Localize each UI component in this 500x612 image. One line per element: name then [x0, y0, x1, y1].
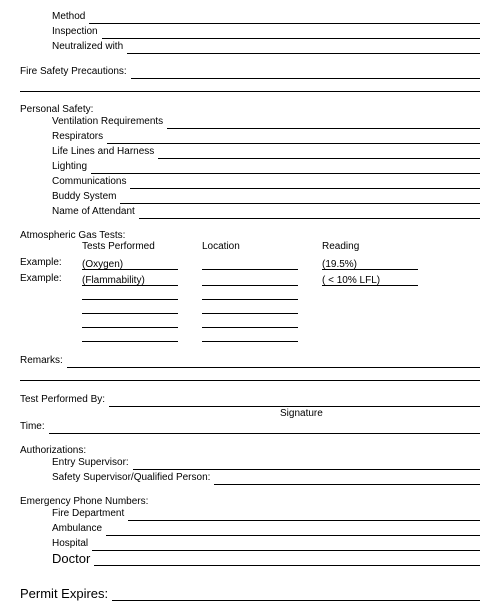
hospital-row: Hospital [20, 537, 480, 551]
fire-dept-line[interactable] [128, 509, 480, 521]
personal-safety-header: Personal Safety: [20, 104, 480, 115]
doctor-line[interactable] [94, 554, 480, 566]
attendant-label: Name of Attendant [52, 205, 139, 219]
entry-supervisor-label: Entry Supervisor: [52, 456, 133, 470]
respirators-line[interactable] [107, 132, 480, 144]
ex1-reading: (19.5%) [322, 258, 418, 270]
blank4-test[interactable] [82, 330, 178, 342]
attendant-row: Name of Attendant [20, 205, 480, 219]
test-performed-line[interactable] [109, 395, 480, 407]
example-label-1: Example: [20, 256, 82, 270]
blank1-loc[interactable] [202, 288, 298, 300]
gas-blank-row-1 [20, 288, 480, 300]
ventilation-label: Ventilation Requirements [52, 115, 167, 129]
fire-safety-line2[interactable] [20, 80, 480, 92]
buddy-label: Buddy System [52, 190, 120, 204]
blank2-test[interactable] [82, 302, 178, 314]
ventilation-row: Ventilation Requirements [20, 115, 480, 129]
test-performed-row: Test Performed By: [20, 393, 480, 407]
method-line[interactable] [89, 12, 480, 24]
communications-line[interactable] [130, 177, 480, 189]
ex2-reading: ( < 10% LFL) [322, 274, 418, 286]
gas-tests-header: Atmospheric Gas Tests: [20, 230, 480, 241]
fire-safety-line1[interactable] [131, 67, 480, 79]
neutralized-line[interactable] [127, 42, 480, 54]
communications-row: Communications [20, 175, 480, 189]
lighting-row: Lighting [20, 160, 480, 174]
ex1-test: (Oxygen) [82, 258, 178, 270]
fire-dept-label: Fire Department [52, 507, 128, 521]
blank1-test[interactable] [82, 288, 178, 300]
respirators-label: Respirators [52, 130, 107, 144]
doctor-row: Doctor [20, 552, 480, 566]
doctor-label: Doctor [52, 552, 94, 566]
blank3-loc[interactable] [202, 316, 298, 328]
col-location: Location [202, 241, 322, 252]
neutralized-label: Neutralized with [52, 40, 127, 54]
remarks-line2[interactable] [20, 369, 480, 381]
communications-label: Communications [52, 175, 130, 189]
fire-safety-label: Fire Safety Precautions: [20, 65, 131, 79]
col-tests-performed: Tests Performed [82, 241, 202, 252]
method-label: Method [52, 10, 89, 24]
permit-expires-label: Permit Expires: [20, 587, 112, 601]
method-row: Method [20, 10, 480, 24]
hospital-label: Hospital [52, 537, 92, 551]
hospital-line[interactable] [92, 539, 480, 551]
lifelines-label: Life Lines and Harness [52, 145, 158, 159]
inspection-label: Inspection [52, 25, 102, 39]
example-label-2: Example: [20, 272, 82, 286]
gas-blank-row-3 [20, 316, 480, 328]
buddy-row: Buddy System [20, 190, 480, 204]
respirators-row: Respirators [20, 130, 480, 144]
permit-expires-line[interactable] [112, 589, 480, 601]
time-line[interactable] [49, 422, 480, 434]
inspection-row: Inspection [20, 25, 480, 39]
fire-dept-row: Fire Department [20, 507, 480, 521]
entry-supervisor-line[interactable] [133, 458, 480, 470]
ambulance-label: Ambulance [52, 522, 106, 536]
permit-expires-row: Permit Expires: [20, 587, 480, 601]
gas-tests-columns: Tests Performed Location Reading [20, 241, 480, 252]
col-reading: Reading [322, 241, 480, 252]
lighting-label: Lighting [52, 160, 91, 174]
inspection-line[interactable] [102, 27, 480, 39]
time-label: Time: [20, 420, 49, 434]
auth-header: Authorizations: [20, 445, 480, 456]
lighting-line[interactable] [91, 162, 480, 174]
ex2-loc[interactable] [202, 274, 298, 286]
remarks-line1[interactable] [67, 356, 480, 368]
blank2-loc[interactable] [202, 302, 298, 314]
gas-example-row-2: Example: (Flammability) ( < 10% LFL) [20, 272, 480, 286]
fire-safety-row: Fire Safety Precautions: [20, 65, 480, 79]
attendant-line[interactable] [139, 207, 480, 219]
safety-supervisor-label: Safety Supervisor/Qualified Person: [52, 471, 214, 485]
safety-supervisor-line[interactable] [214, 473, 480, 485]
ambulance-line[interactable] [106, 524, 480, 536]
ventilation-line[interactable] [167, 117, 480, 129]
gas-blank-row-4 [20, 330, 480, 342]
ex2-test: (Flammability) [82, 274, 178, 286]
gas-blank-row-2 [20, 302, 480, 314]
test-performed-label: Test Performed By: [20, 393, 109, 407]
remarks-row: Remarks: [20, 354, 480, 368]
blank3-test[interactable] [82, 316, 178, 328]
signature-label: Signature [20, 408, 480, 420]
time-row: Time: [20, 420, 480, 434]
neutralized-row: Neutralized with [20, 40, 480, 54]
safety-supervisor-row: Safety Supervisor/Qualified Person: [20, 471, 480, 485]
blank4-loc[interactable] [202, 330, 298, 342]
buddy-line[interactable] [120, 192, 480, 204]
gas-example-row-1: Example: (Oxygen) (19.5%) [20, 256, 480, 270]
emergency-header: Emergency Phone Numbers: [20, 496, 480, 507]
ex1-loc[interactable] [202, 258, 298, 270]
lifelines-row: Life Lines and Harness [20, 145, 480, 159]
entry-supervisor-row: Entry Supervisor: [20, 456, 480, 470]
ambulance-row: Ambulance [20, 522, 480, 536]
lifelines-line[interactable] [158, 147, 480, 159]
remarks-label: Remarks: [20, 354, 67, 368]
